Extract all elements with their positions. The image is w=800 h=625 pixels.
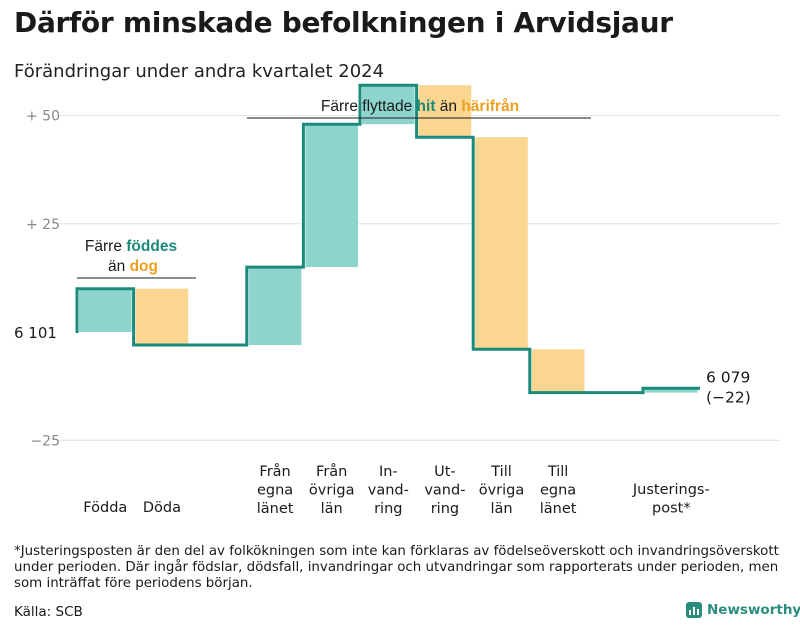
x-tick-label: Justerings-: [632, 482, 710, 498]
x-tick-label: egna: [540, 483, 576, 499]
bar-justerings-post*: [645, 388, 698, 393]
x-tick-label: län: [490, 501, 512, 517]
x-tick-label: vand-: [368, 483, 409, 499]
x-tick-label: Till: [547, 464, 569, 480]
y-tick-label: + 50: [26, 109, 60, 125]
x-tick-label: Döda: [143, 500, 181, 516]
x-tick-label: länet: [540, 501, 577, 517]
x-tick-label: länet: [257, 501, 294, 517]
x-tick-label: Ut-: [434, 464, 456, 480]
brand-logo: Newsworthy: [686, 602, 800, 618]
x-tick-label: ring: [374, 501, 402, 517]
x-tick-label: län: [321, 501, 343, 517]
y-tick-labels: + 50 + 25 −25 6 101 6 079 (−22): [14, 109, 751, 450]
annotations: Färre föddes än dog Färre flyttade hit än …: [77, 98, 591, 279]
migration-annotation: Färre flyttade hit än härifrån: [321, 98, 519, 115]
x-tick-label: egna: [257, 483, 293, 499]
bar-frånövrigalän: [305, 124, 358, 268]
x-tick-label: Från: [259, 463, 290, 480]
start-value-label: 6 101: [14, 324, 57, 342]
source-label: Källa: SCB: [14, 604, 83, 620]
x-tick-labels: Födda Döda Från egna länet Från övriga län In-va…: [83, 463, 709, 517]
x-tick-label: övriga: [309, 483, 355, 499]
bar-tillegnalänet: [531, 349, 585, 393]
y-tick-label: −25: [30, 433, 60, 449]
bars: [79, 85, 698, 393]
births-annotation-line2: än dog: [108, 258, 158, 275]
step-line: [75, 83, 700, 395]
chart-subtitle: Förändringar under andra kvartalet 2024: [14, 61, 385, 82]
bar-födda: [79, 288, 132, 332]
waterfall-chart: + 50 + 25 −25 6 101 6 079 (−22) Födda Döda Från…: [14, 83, 780, 517]
end-change-label: (−22): [706, 388, 751, 406]
births-annotation-line1: Färre föddes: [85, 238, 177, 255]
x-tick-label: vand-: [424, 483, 465, 499]
x-tick-label: Från: [316, 463, 347, 480]
x-tick-label: Födda: [83, 500, 127, 516]
bar-frånegnalänet: [248, 267, 302, 345]
brand-name: Newsworthy: [707, 602, 800, 618]
bar-tillövrigalän: [475, 137, 528, 350]
bar-döda: [135, 288, 189, 345]
x-tick-label: övriga: [479, 483, 525, 499]
y-tick-label: + 25: [26, 217, 60, 233]
footnote: *Justeringsposten är den del av folkökni…: [14, 544, 779, 591]
x-tick-label: In-: [379, 464, 398, 480]
x-tick-label: post*: [652, 501, 691, 517]
x-tick-label: ring: [431, 501, 459, 517]
bar-chart-icon: [686, 602, 702, 618]
cumulative-step-line: [75, 83, 700, 395]
end-value-label: 6 079: [706, 368, 750, 386]
chart-title: Därför minskade befolkningen i Arvidsjau…: [14, 6, 673, 39]
bar-ut-vand-ring: [418, 85, 472, 138]
x-tick-label: Till: [490, 464, 512, 480]
